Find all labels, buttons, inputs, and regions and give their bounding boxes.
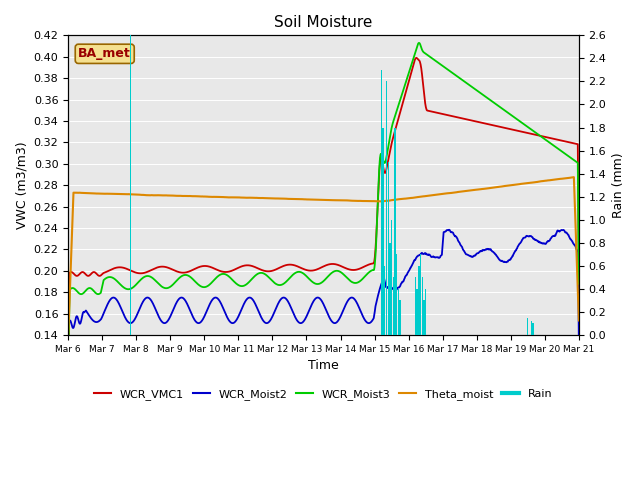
Bar	[527, 318, 529, 335]
X-axis label: Time: Time	[308, 359, 339, 372]
Bar	[396, 254, 397, 335]
Bar	[397, 289, 399, 335]
Bar	[422, 277, 423, 335]
Bar	[387, 162, 389, 335]
Bar	[130, 36, 131, 335]
Title: Soil Moisture: Soil Moisture	[275, 15, 372, 30]
Bar	[399, 300, 401, 335]
Bar	[381, 70, 382, 335]
Bar	[391, 220, 392, 335]
Bar	[423, 300, 424, 335]
Bar	[420, 254, 421, 335]
Y-axis label: VWC (m3/m3): VWC (m3/m3)	[15, 141, 28, 229]
Bar	[389, 243, 390, 335]
Y-axis label: Rain (mm): Rain (mm)	[612, 152, 625, 218]
Bar	[531, 321, 532, 335]
Legend: WCR_VMC1, WCR_Moist2, WCR_Moist3, Theta_moist, Rain: WCR_VMC1, WCR_Moist2, WCR_Moist3, Theta_…	[90, 384, 557, 404]
Bar	[415, 277, 416, 335]
Bar	[394, 128, 396, 335]
Bar	[418, 266, 419, 335]
Bar	[417, 289, 418, 335]
Bar	[392, 277, 394, 335]
Bar	[384, 266, 385, 335]
Text: BA_met: BA_met	[78, 48, 131, 60]
Bar	[425, 289, 426, 335]
Bar	[532, 324, 534, 335]
Bar	[386, 82, 387, 335]
Bar	[383, 128, 384, 335]
